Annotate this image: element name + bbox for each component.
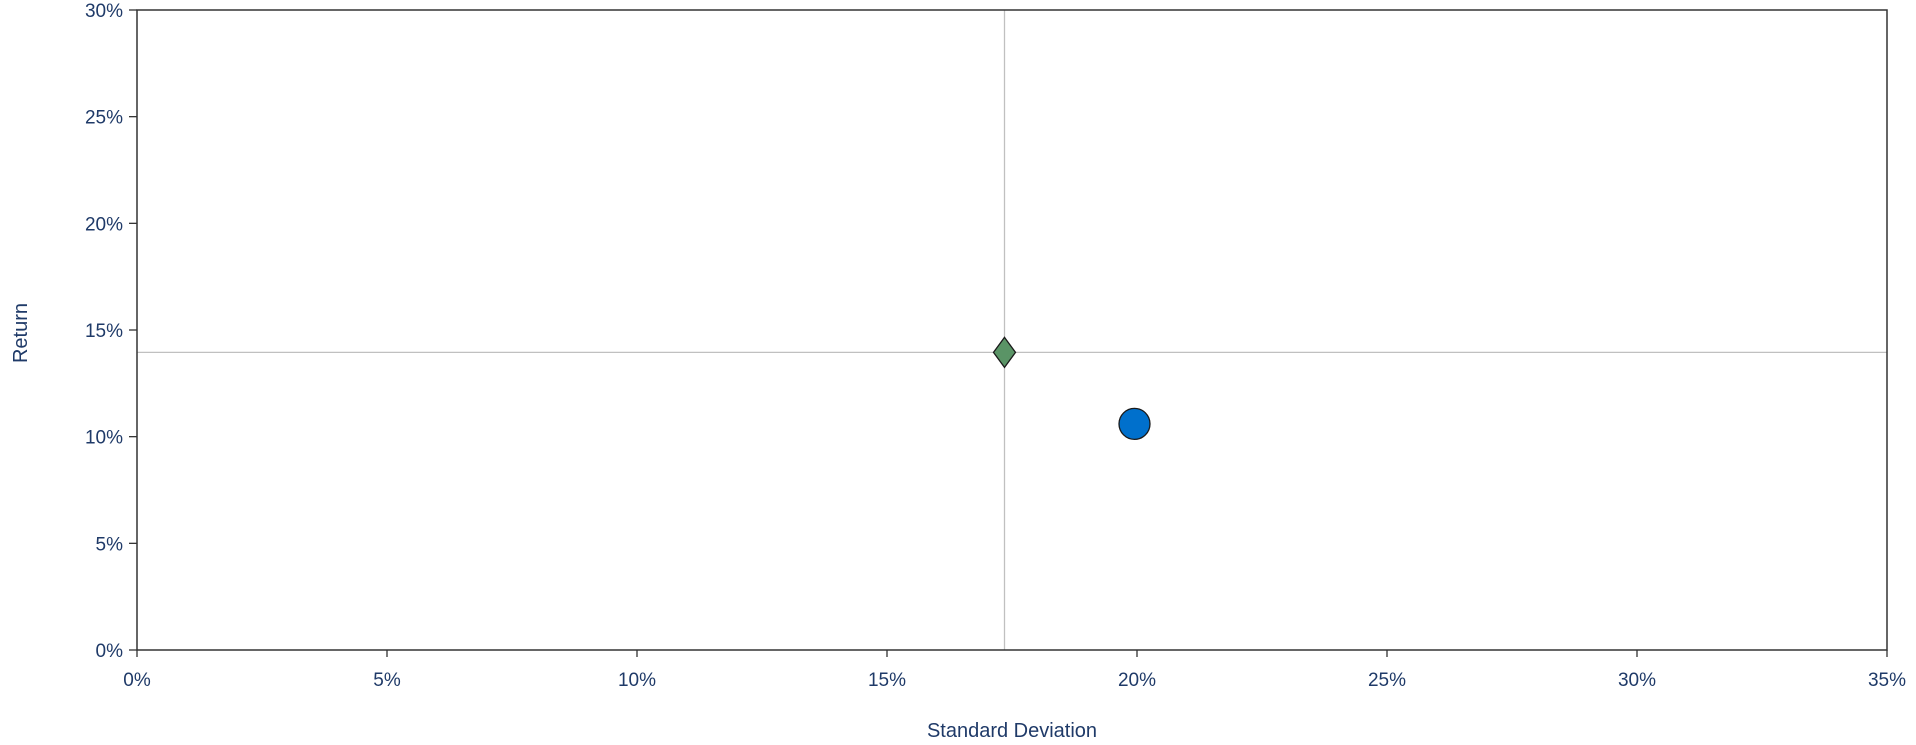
y-tick-label: 25%: [85, 108, 123, 129]
reference-lines: [137, 10, 1887, 650]
x-tick-label: 5%: [373, 670, 401, 691]
x-axis-title: Standard Deviation: [927, 720, 1097, 742]
x-tick-label: 15%: [868, 670, 906, 691]
x-tick-label: 35%: [1868, 670, 1906, 691]
data-points: [992, 336, 1151, 441]
y-tick-label: 5%: [96, 534, 124, 555]
y-tick-label: 10%: [85, 428, 123, 449]
circle-data-point: [1118, 407, 1151, 441]
x-tick-label: 30%: [1618, 670, 1656, 691]
x-tick-label: 20%: [1118, 670, 1156, 691]
x-tick-label: 25%: [1368, 670, 1406, 691]
x-tick-label: 0%: [123, 670, 151, 691]
y-tick-label: 0%: [96, 641, 124, 662]
y-tick-label: 20%: [85, 214, 123, 235]
y-axis-title: Return: [10, 303, 32, 363]
y-tick-label: 15%: [85, 321, 123, 342]
y-axis-ticks: 0% 5% 10% 15% 20% 25% 30%: [85, 1, 137, 662]
diamond-data-point: [992, 336, 1017, 369]
x-tick-label: 10%: [618, 670, 656, 691]
plot-frame: [136, 9, 1888, 651]
y-tick-label: 30%: [85, 1, 123, 22]
x-axis-ticks: 0% 5% 10% 15% 20% 25% 30% 35%: [123, 650, 1906, 691]
